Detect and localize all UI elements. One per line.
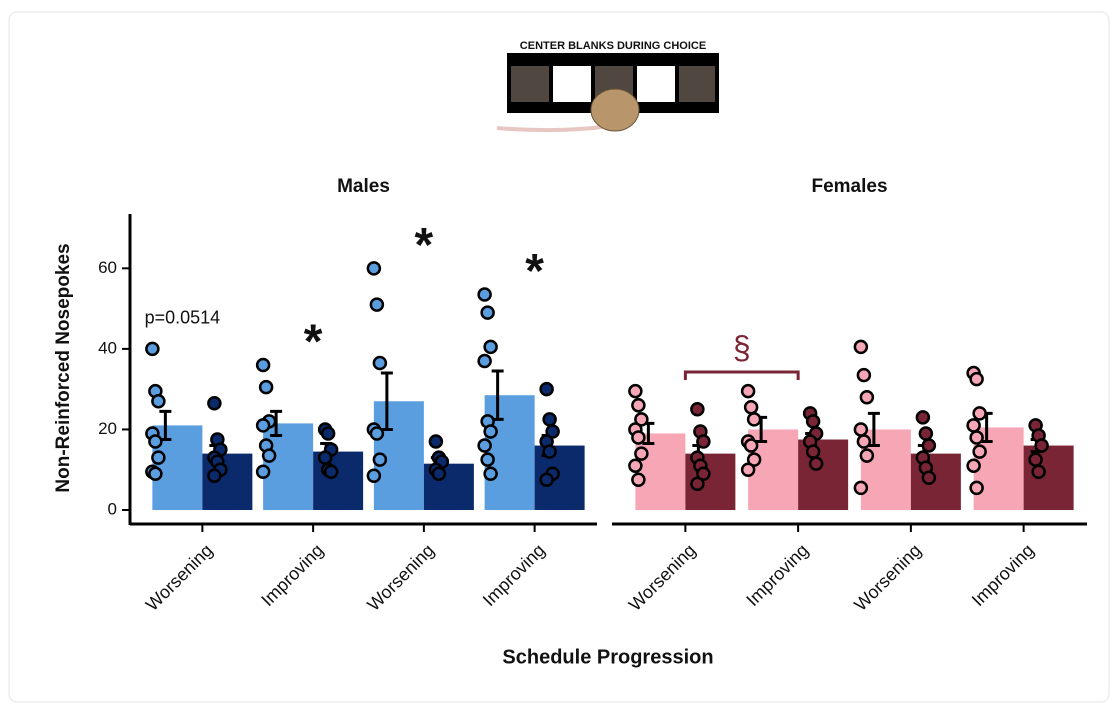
data-point <box>971 482 983 494</box>
data-point <box>485 341 497 353</box>
data-point <box>635 448 647 460</box>
data-point <box>632 432 644 444</box>
data-point <box>430 436 442 448</box>
data-point <box>971 373 983 385</box>
y-tick-label: 0 <box>108 499 117 518</box>
data-point <box>544 446 556 458</box>
data-point <box>745 440 757 452</box>
data-point <box>322 427 334 439</box>
y-tick-label: 40 <box>98 338 117 357</box>
data-point <box>257 359 269 371</box>
data-point <box>923 472 935 484</box>
data-point <box>325 466 337 478</box>
figure: CENTER BLANKS DURING CHOICE Schedule Pro… <box>0 0 1117 709</box>
data-point <box>479 355 491 367</box>
data-point <box>697 436 709 448</box>
data-point <box>149 436 161 448</box>
data-point <box>541 474 553 486</box>
data-point <box>968 460 980 472</box>
x-axis-title: Schedule Progression <box>502 646 713 668</box>
port <box>679 66 715 102</box>
data-point <box>1033 466 1045 478</box>
data-point <box>807 415 819 427</box>
bar <box>485 395 535 510</box>
data-point <box>858 436 870 448</box>
data-point <box>691 478 703 490</box>
y-tick-label: 60 <box>98 258 117 277</box>
data-point <box>482 307 494 319</box>
data-point <box>257 466 269 478</box>
data-point <box>374 357 386 369</box>
data-point <box>968 419 980 431</box>
data-point <box>485 425 497 437</box>
data-point <box>745 401 757 413</box>
data-point <box>920 427 932 439</box>
data-point <box>742 385 754 397</box>
data-point <box>149 468 161 480</box>
mouse <box>591 89 639 131</box>
data-point <box>691 403 703 415</box>
data-point <box>748 413 760 425</box>
y-tick-label: 20 <box>98 419 117 438</box>
data-point <box>855 423 867 435</box>
annotation: § <box>733 329 751 365</box>
data-point <box>152 452 164 464</box>
panel-title: Females <box>811 176 887 197</box>
data-point <box>629 385 641 397</box>
data-point <box>861 450 873 462</box>
data-point <box>368 470 380 482</box>
data-point <box>810 458 822 470</box>
data-point <box>263 450 275 462</box>
data-point <box>971 432 983 444</box>
annotation: * <box>304 316 323 369</box>
data-point <box>974 446 986 458</box>
data-point <box>479 440 491 452</box>
annotation: * <box>525 245 544 298</box>
data-point <box>632 474 644 486</box>
data-point <box>807 446 819 458</box>
data-point <box>742 464 754 476</box>
data-point <box>855 341 867 353</box>
data-point <box>368 262 380 274</box>
data-point <box>371 299 383 311</box>
data-point <box>371 427 383 439</box>
data-point <box>433 468 445 480</box>
annotation: p=0.0514 <box>145 308 221 328</box>
bar <box>798 440 848 510</box>
y-axis-title: Non-Reinforced Nosepokes <box>53 243 74 492</box>
panel-title: Males <box>337 176 390 197</box>
data-point <box>1030 454 1042 466</box>
data-point <box>855 482 867 494</box>
data-point <box>260 381 272 393</box>
data-point <box>541 383 553 395</box>
port <box>637 66 675 102</box>
data-point <box>146 343 158 355</box>
card <box>9 12 1109 702</box>
annotation: * <box>415 219 434 272</box>
port <box>553 66 591 102</box>
data-point <box>374 454 386 466</box>
data-point <box>208 397 220 409</box>
port <box>511 66 549 102</box>
data-point <box>917 411 929 423</box>
data-point <box>974 407 986 419</box>
data-point <box>319 452 331 464</box>
data-point <box>482 454 494 466</box>
figure-caption: CENTER BLANKS DURING CHOICE <box>520 40 706 52</box>
data-point <box>861 391 873 403</box>
data-point <box>485 468 497 480</box>
data-point <box>257 419 269 431</box>
data-point <box>1036 440 1048 452</box>
data-point <box>208 470 220 482</box>
data-point <box>544 413 556 425</box>
data-point <box>858 369 870 381</box>
data-point <box>479 289 491 301</box>
data-point <box>923 440 935 452</box>
data-point <box>629 460 641 472</box>
data-point <box>632 399 644 411</box>
data-point <box>152 395 164 407</box>
